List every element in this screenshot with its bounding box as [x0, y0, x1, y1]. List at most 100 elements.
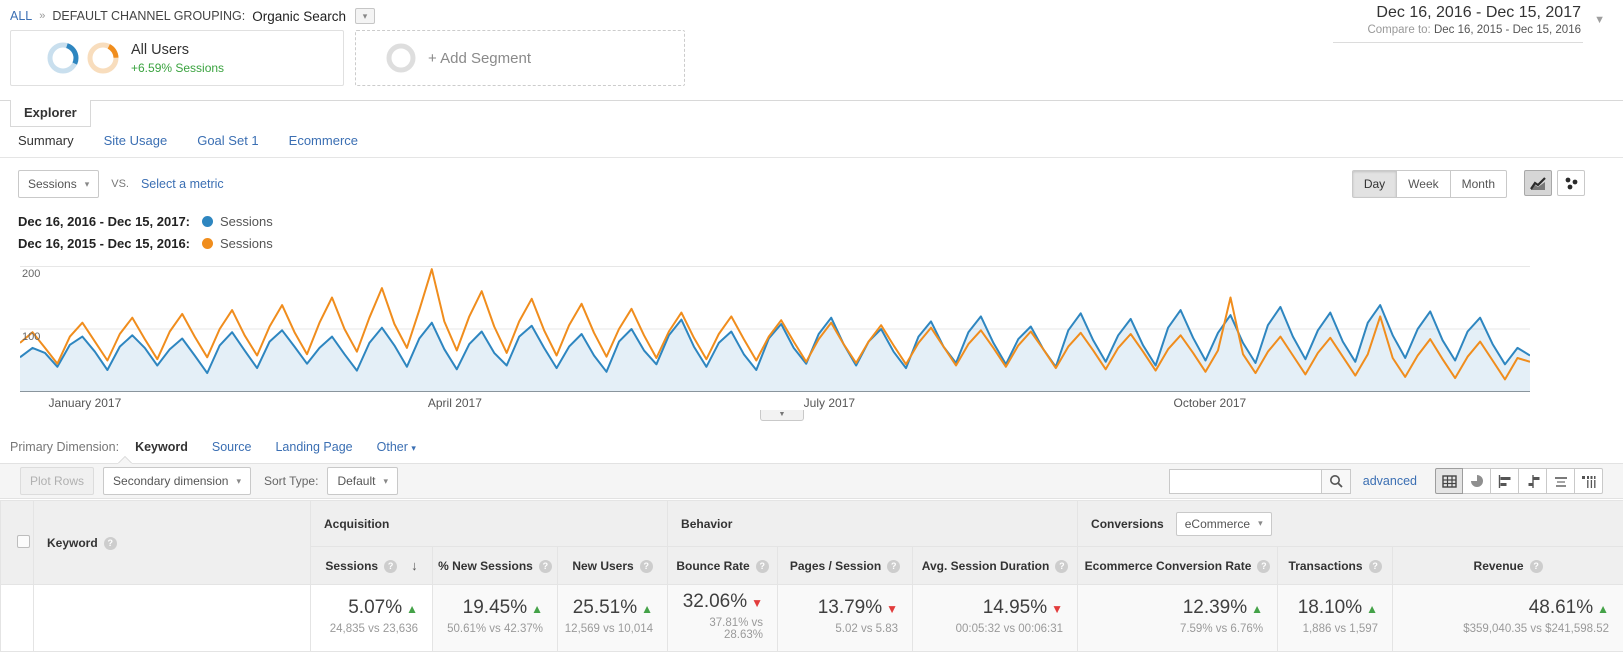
- percentage-view-button[interactable]: [1463, 468, 1491, 494]
- segment-all-users[interactable]: All Users +6.59% Sessions: [10, 30, 344, 86]
- help-icon[interactable]: ?: [1257, 559, 1271, 573]
- term-cloud-icon: [1554, 476, 1567, 487]
- help-icon[interactable]: ?: [103, 536, 117, 550]
- segment-donut-icons: [45, 40, 121, 76]
- tab-summary[interactable]: Summary: [18, 133, 74, 148]
- performance-view-button[interactable]: [1491, 468, 1519, 494]
- summary-new-sessions: 19.45% ▲ 50.61% vs 42.37%: [432, 584, 558, 652]
- help-icon[interactable]: ?: [639, 559, 653, 573]
- summary-pct: 5.07%: [348, 597, 403, 618]
- date-range-selector[interactable]: Dec 16, 2016 - Dec 15, 2017 Compare to: …: [1367, 4, 1581, 36]
- sort-desc-icon[interactable]: ↓: [411, 558, 418, 573]
- line-chart-button[interactable]: [1524, 170, 1552, 196]
- line-chart-icon: [1529, 176, 1546, 190]
- date-range-underline: [1333, 42, 1583, 43]
- granularity-week-button[interactable]: Week: [1397, 170, 1451, 198]
- help-icon[interactable]: ?: [887, 559, 901, 573]
- column-header-avg-session-duration[interactable]: Avg. Session Duration?: [912, 546, 1079, 585]
- collapse-chart-handle[interactable]: ▼: [760, 410, 804, 421]
- chart-legend: Dec 16, 2016 - Dec 15, 2017: Sessions De…: [18, 214, 273, 258]
- summary-transactions: 18.10% ▲ 1,886 vs 1,597: [1277, 584, 1394, 652]
- trend-down-icon: ▼: [751, 596, 764, 610]
- advanced-search-link[interactable]: advanced: [1362, 474, 1417, 488]
- chevron-down-icon: ▼: [778, 411, 786, 418]
- table-summary-row: 5.07% ▲ 24,835 vs 23,636 19.45% ▲ 50.61% vs …: [0, 584, 1623, 652]
- segment-delta: +6.59% Sessions: [131, 60, 225, 75]
- breadcrumb: ALL » DEFAULT CHANNEL GROUPING: Organic …: [10, 8, 376, 24]
- legend-label: Dec 16, 2015 - Dec 15, 2016:: [18, 236, 191, 251]
- tab-explorer[interactable]: Explorer: [10, 100, 91, 127]
- legend-series-name: Sessions: [220, 236, 273, 251]
- tab-goal-set-1[interactable]: Goal Set 1: [197, 133, 259, 148]
- primary-dimension-label: Primary Dimension:: [10, 440, 120, 454]
- chevron-down-icon: ▾: [84, 178, 90, 189]
- channel-dropdown-button[interactable]: ▾: [355, 8, 376, 24]
- comparison-icon: [1528, 474, 1539, 488]
- toolbar-notch: [118, 457, 132, 464]
- dimension-source[interactable]: Source: [211, 440, 252, 454]
- summary-pct: 12.39%: [1182, 597, 1248, 618]
- summary-pct: 18.10%: [1297, 597, 1363, 618]
- pivot-view-button[interactable]: [1575, 468, 1603, 494]
- tab-ecommerce[interactable]: Ecommerce: [288, 133, 359, 148]
- granularity-day-button[interactable]: Day: [1351, 170, 1398, 198]
- sort-type-dropdown[interactable]: Default ▾: [327, 467, 399, 495]
- table-metric-header-row: Sessions? ↓ % New Sessions? New Users? Bo…: [1, 546, 1623, 585]
- trend-up-icon: ▲: [1251, 602, 1264, 616]
- date-range-chevron-icon[interactable]: ▼: [1594, 14, 1605, 26]
- term-cloud-view-button[interactable]: [1547, 468, 1575, 494]
- legend-current-period: Dec 16, 2016 - Dec 15, 2017: Sessions: [18, 214, 273, 229]
- column-header-sessions[interactable]: Sessions? ↓: [310, 546, 433, 585]
- column-header-revenue[interactable]: Revenue?: [1392, 546, 1623, 585]
- plot-rows-button[interactable]: Plot Rows: [20, 467, 95, 495]
- dimension-other-dropdown[interactable]: Other ▾: [377, 440, 416, 454]
- search-input[interactable]: [1168, 468, 1321, 494]
- segment-all-users-text: All Users +6.59% Sessions: [131, 42, 224, 75]
- granularity-month-button[interactable]: Month: [1450, 170, 1507, 198]
- chart-canvas: [20, 266, 1530, 392]
- select-all-checkbox[interactable]: [17, 534, 30, 548]
- column-header-new-users[interactable]: New Users?: [556, 546, 669, 585]
- breadcrumb-all-link[interactable]: ALL: [10, 9, 33, 23]
- help-icon[interactable]: ?: [384, 560, 398, 573]
- y-axis-tick-200: 200: [22, 268, 41, 280]
- add-segment-button[interactable]: + Add Segment: [355, 30, 685, 86]
- dimension-keyword[interactable]: Keyword: [135, 440, 188, 454]
- secondary-dimension-dropdown[interactable]: Secondary dimension ▾: [103, 467, 251, 495]
- summary-detail: 50.61% vs 42.37%: [447, 623, 543, 635]
- trend-up-icon: ▲: [641, 602, 654, 616]
- select-metric-link[interactable]: Select a metric: [140, 177, 224, 191]
- search-button[interactable]: [1320, 468, 1351, 494]
- table-view-icon: [1441, 474, 1457, 488]
- column-header-pages-session[interactable]: Pages / Session?: [777, 546, 914, 585]
- help-icon[interactable]: ?: [1529, 559, 1543, 573]
- motion-chart-icon: [1565, 177, 1578, 189]
- dimension-landing-page[interactable]: Landing Page: [275, 440, 353, 454]
- summary-sessions: 5.07% ▲ 24,835 vs 23,636: [310, 584, 433, 652]
- help-icon[interactable]: ?: [1055, 559, 1069, 573]
- data-table-view-button[interactable]: [1435, 468, 1463, 494]
- x-axis-tick-label: October 2017: [1173, 396, 1247, 410]
- column-header-bounce-rate[interactable]: Bounce Rate?: [667, 546, 779, 585]
- help-icon[interactable]: ?: [755, 559, 769, 573]
- tab-site-usage[interactable]: Site Usage: [103, 133, 168, 148]
- sessions-timeseries-chart[interactable]: 200 100: [20, 266, 1530, 392]
- help-icon[interactable]: ?: [1368, 559, 1382, 573]
- column-header-transactions[interactable]: Transactions?: [1277, 546, 1394, 585]
- keyword-metrics-table: Keyword? Acquisition Behavior Conversion…: [0, 500, 1623, 652]
- column-header-ecom-conversion-rate[interactable]: Ecommerce Conversion Rate?: [1077, 546, 1279, 585]
- keyword-header-label: Keyword: [47, 535, 98, 550]
- conversions-type-dropdown[interactable]: eCommerce ▾: [1175, 511, 1272, 536]
- donut-orange-icon: [87, 42, 119, 74]
- donut-gray-icon: [386, 43, 416, 73]
- motion-chart-button[interactable]: [1557, 170, 1585, 196]
- chevron-down-icon: ▾: [383, 475, 389, 486]
- keyword-column-header[interactable]: Keyword?: [33, 500, 311, 585]
- summary-pct: 13.79%: [817, 597, 883, 618]
- breadcrumb-group-value[interactable]: Organic Search: [252, 8, 347, 24]
- conversions-type-value: eCommerce: [1184, 516, 1251, 531]
- metric-dropdown[interactable]: Sessions ▾: [18, 170, 100, 198]
- column-header-new-sessions[interactable]: % New Sessions?: [432, 546, 558, 585]
- comparison-view-button[interactable]: [1519, 468, 1547, 494]
- help-icon[interactable]: ?: [538, 559, 552, 573]
